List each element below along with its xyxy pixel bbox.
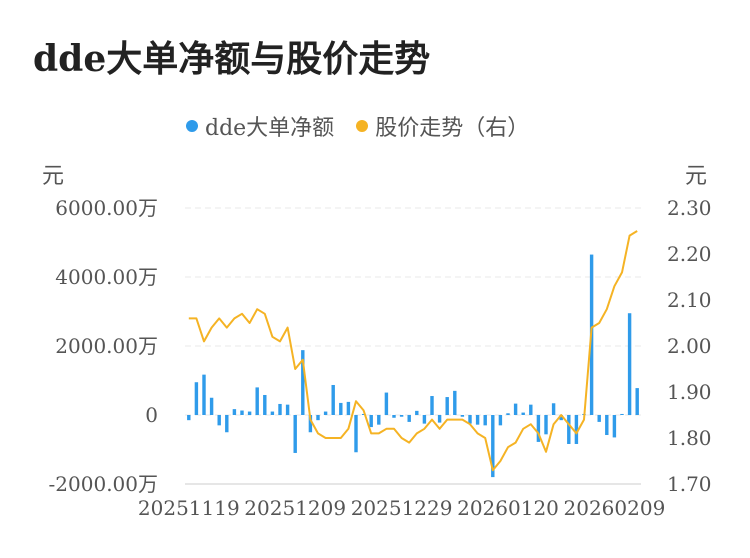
dde-bar xyxy=(346,401,351,415)
x-tick-label: 20251209 xyxy=(244,496,346,520)
dde-bar xyxy=(354,415,358,453)
dde-bar xyxy=(460,415,465,417)
dde-bar xyxy=(605,415,609,436)
right-tick-label: 1.70 xyxy=(667,472,712,496)
dde-bar xyxy=(399,415,404,417)
left-tick-label: -2000.00万 xyxy=(49,472,158,496)
right-tick-label: 2.20 xyxy=(667,242,712,266)
dde-bar xyxy=(483,415,487,426)
legend-item-dde[interactable]: dde大单净额 xyxy=(186,110,334,142)
dde-bar xyxy=(187,415,191,421)
right-tick-label: 2.10 xyxy=(667,288,712,312)
dde-bar xyxy=(574,415,579,444)
dde-bar xyxy=(217,415,221,426)
dde-bar xyxy=(285,404,290,415)
dde-bar xyxy=(293,415,297,453)
dde-bar xyxy=(475,415,480,425)
dde-bar xyxy=(377,415,381,425)
dde-bar xyxy=(232,409,237,415)
dde-bar xyxy=(247,411,252,415)
dde-bar xyxy=(202,374,206,415)
dde-bar xyxy=(529,404,533,415)
right-tick-label: 1.80 xyxy=(667,426,712,450)
dde-bar xyxy=(521,412,525,415)
dde-bar xyxy=(240,410,244,415)
dde-bar xyxy=(278,403,282,415)
dde-bar xyxy=(369,415,373,428)
left-axis-unit: 元 xyxy=(42,164,65,189)
left-tick-label: 4000.00万 xyxy=(55,265,158,289)
legend-marker-price xyxy=(356,120,369,132)
chart-title: dde大单净额与股价走势 xyxy=(33,38,431,80)
legend-marker-dde xyxy=(186,120,198,132)
legend-label-dde: dde大单净额 xyxy=(205,116,335,141)
dde-bar xyxy=(392,415,396,418)
dde-bar xyxy=(415,410,419,415)
dde-bar xyxy=(422,415,427,424)
dde-bar xyxy=(597,415,601,422)
dde-bar xyxy=(513,403,518,415)
right-tick-label: 2.30 xyxy=(667,196,712,220)
dde-bar xyxy=(437,415,442,423)
dde-bar xyxy=(270,411,275,415)
legend-item-price[interactable]: 股价走势（右） xyxy=(356,110,529,142)
dde-bar xyxy=(627,313,632,415)
dde-bar xyxy=(255,387,259,415)
dde-bar xyxy=(316,415,320,421)
dde-bar xyxy=(498,415,503,426)
dde-bar xyxy=(453,390,457,415)
dde-bar xyxy=(308,415,313,433)
left-tick-label: 2000.00万 xyxy=(55,334,158,358)
dde-bar xyxy=(209,397,214,415)
dde-bar xyxy=(506,413,510,415)
dde-bar xyxy=(551,403,556,415)
left-tick-label: 6000.00万 xyxy=(55,196,158,220)
dde-bar xyxy=(635,388,639,415)
dde-bar xyxy=(194,382,199,415)
dde-bar xyxy=(301,350,305,415)
x-tick-label: 20260209 xyxy=(564,496,666,520)
dde-bar xyxy=(339,402,343,415)
price-line xyxy=(188,230,638,472)
dde-bar xyxy=(331,384,335,415)
dde-bar xyxy=(536,415,541,442)
dde-bar xyxy=(612,415,617,438)
dde-bar xyxy=(323,411,328,415)
dde-bar xyxy=(361,413,366,415)
dde-bar xyxy=(620,413,624,415)
dde-bar xyxy=(468,415,472,424)
right-tick-label: 2.00 xyxy=(667,334,712,358)
dde-bar xyxy=(407,415,411,422)
x-tick-label: 20251229 xyxy=(351,496,453,520)
dde-bar xyxy=(263,394,267,415)
dde-bar xyxy=(491,415,495,478)
dde-bar xyxy=(544,415,548,435)
left-tick-label: 0 xyxy=(145,403,158,427)
dde-bar xyxy=(225,415,229,433)
chart-legend: dde大单净额 股价走势（右） xyxy=(186,110,551,142)
right-tick-label: 1.90 xyxy=(667,380,712,404)
dde-bar xyxy=(559,415,563,421)
legend-label-price: 股价走势（右） xyxy=(375,116,530,141)
dde-bar xyxy=(567,415,571,444)
x-tick-label: 20251119 xyxy=(138,496,240,520)
dde-bar xyxy=(430,396,434,415)
dde-bar xyxy=(445,397,449,415)
x-tick-label: 20260120 xyxy=(457,496,559,520)
right-axis-unit: 元 xyxy=(685,164,708,189)
dde-bar xyxy=(384,392,389,415)
